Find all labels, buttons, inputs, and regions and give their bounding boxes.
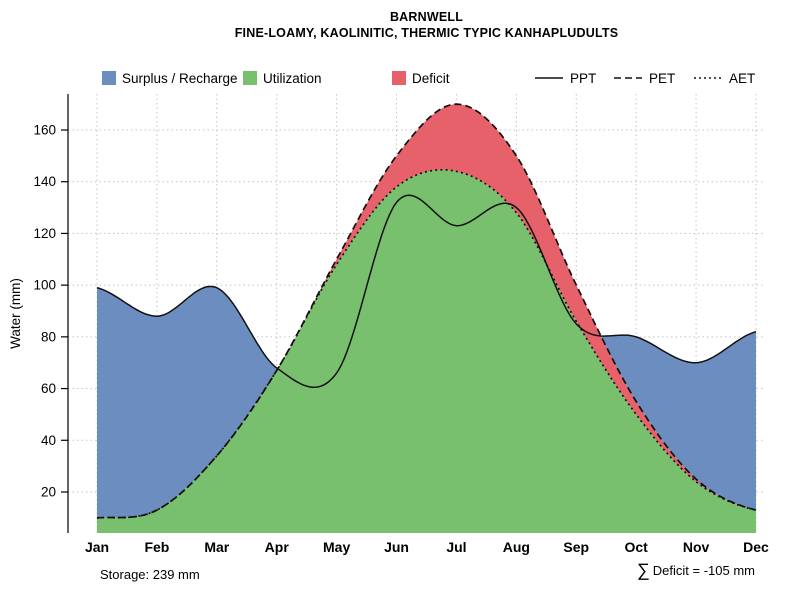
month-label: Feb (144, 539, 169, 555)
y-tick-label: 140 (33, 174, 56, 189)
y-tick-label: 100 (33, 278, 56, 293)
month-label: Dec (743, 539, 769, 555)
month-label: Apr (265, 539, 290, 555)
y-tick-label: 120 (33, 226, 56, 241)
x-axis-labels: Jan Feb Mar Apr May Jun Jul Aug Sep Oct Nov Dec (85, 539, 769, 555)
y-axis: 20 40 60 80 100 120 140 160 (33, 94, 69, 533)
month-label: Aug (503, 539, 530, 555)
deficit-annotation-text: Deficit = -105 mm (652, 562, 755, 578)
legend-item-ppt: PPT (534, 70, 596, 86)
deficit-swatch-icon (392, 71, 406, 85)
chart-subtitle: FINE-LOAMY, KAOLINITIC, THERMIC TYPIC KA… (234, 26, 619, 40)
y-tick-label: 60 (41, 381, 56, 396)
legend-label-ppt: PPT (570, 70, 597, 86)
y-tick-label: 20 (41, 484, 56, 499)
legend-label-deficit: Deficit (412, 70, 450, 86)
line-pet (96, 103, 757, 519)
legend-label-utilization: Utilization (263, 70, 322, 86)
month-label: Sep (563, 539, 589, 555)
area-fills (97, 104, 756, 533)
series-lines (96, 103, 757, 519)
line-ppt (96, 194, 757, 389)
y-tick-label: 40 (41, 433, 56, 448)
month-label: Mar (204, 539, 229, 555)
legend-label-pet: PET (649, 70, 676, 86)
y-tick-label: 80 (41, 329, 56, 344)
area-utilization (97, 169, 756, 533)
chart-title: BARNWELL (389, 10, 464, 24)
dashed-line-icon (614, 77, 642, 79)
legend-item-pet: PET (613, 70, 675, 86)
y-tick-label: 160 (33, 122, 56, 137)
solid-line-icon (535, 77, 563, 79)
legend-label-aet: AET (729, 70, 756, 86)
month-label: May (323, 539, 350, 555)
sigma-icon: ∑ (636, 560, 650, 580)
legend-item-aet: AET (693, 70, 755, 86)
month-label: Nov (683, 539, 710, 555)
area-surplus-recharge (97, 104, 756, 518)
y-axis-title: Water (mm) (8, 278, 23, 349)
month-label: Jul (446, 539, 466, 555)
line-aet (96, 168, 757, 519)
legend-item-deficit: Deficit (392, 70, 450, 86)
storage-annotation: Storage: 239 mm (100, 567, 200, 582)
legend-label-surplus: Surplus / Recharge (122, 70, 238, 86)
area-deficit (97, 104, 756, 518)
month-label: Jun (384, 539, 409, 555)
legend-item-utilization: Utilization (243, 70, 322, 86)
surplus-swatch-icon (102, 71, 116, 85)
legend-item-surplus: Surplus / Recharge (102, 70, 238, 86)
month-label: Jan (85, 539, 109, 555)
utilization-swatch-icon (243, 71, 257, 85)
deficit-annotation: ∑ Deficit = -105 mm (637, 561, 755, 579)
month-label: Oct (625, 539, 649, 555)
